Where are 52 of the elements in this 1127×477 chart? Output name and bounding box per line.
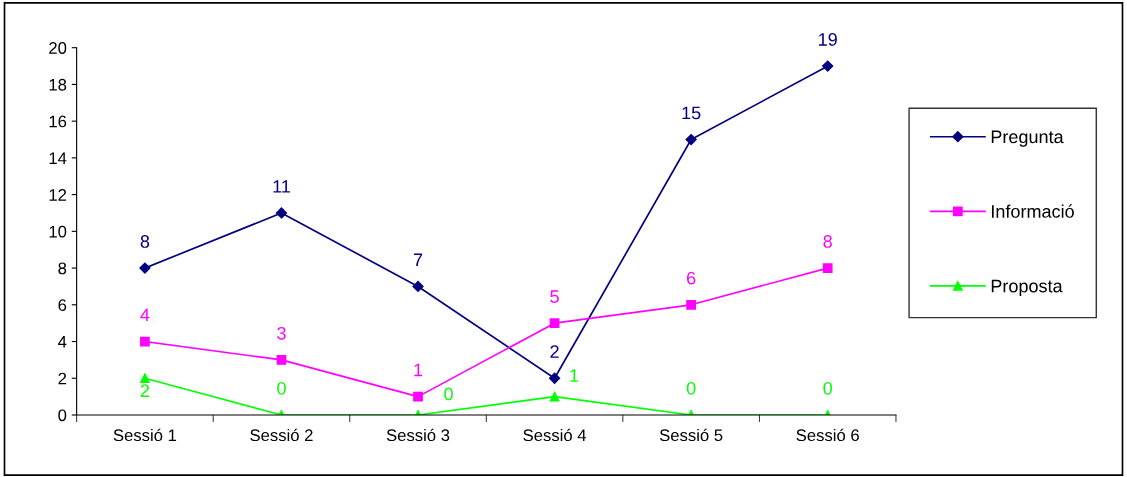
data-label: 3 xyxy=(277,326,286,340)
x-tick-label: Sessió 2 xyxy=(250,428,313,442)
point xyxy=(275,207,288,219)
data-label: 5 xyxy=(550,290,559,303)
y-tick-label: 12 xyxy=(49,189,67,201)
point xyxy=(412,280,424,293)
y-tick-label: 0 xyxy=(58,409,67,422)
data-label: 2 xyxy=(140,384,150,397)
y-tick-label: 10 xyxy=(49,225,67,238)
y-tick-label: 20 xyxy=(49,42,67,54)
point xyxy=(139,262,151,274)
data-label: 2 xyxy=(550,345,559,358)
data-label: 1 xyxy=(570,369,579,382)
legend-label: Pregunta xyxy=(991,130,1064,147)
data-label: 7 xyxy=(413,253,423,267)
data-label: 8 xyxy=(823,235,832,248)
data-label: 1 xyxy=(414,363,423,377)
x-tick-label: Sessió 3 xyxy=(386,428,450,442)
point xyxy=(822,60,834,72)
y-tick-label: 6 xyxy=(58,299,67,312)
data-label: 11 xyxy=(273,180,290,193)
data-label: 6 xyxy=(687,271,696,285)
data-label: 8 xyxy=(140,235,150,248)
y-tick-label: 8 xyxy=(58,262,67,275)
point xyxy=(140,373,150,384)
data-label: 19 xyxy=(819,33,837,46)
y-tick-label: 14 xyxy=(49,152,67,164)
point xyxy=(140,336,150,347)
data-label: 0 xyxy=(823,381,832,395)
point xyxy=(549,391,560,402)
data-label: 4 xyxy=(140,308,150,322)
data-label: 0 xyxy=(277,381,286,395)
data-label: 0 xyxy=(444,387,453,401)
point xyxy=(413,391,423,402)
legend-label: Proposta xyxy=(991,279,1063,297)
y-tick-label: 4 xyxy=(58,336,67,348)
x-tick-label: Sessió 1 xyxy=(113,428,177,442)
point xyxy=(685,133,697,146)
data-label: 15 xyxy=(682,106,701,120)
point xyxy=(549,318,560,329)
legend-label: Informació xyxy=(992,204,1074,218)
point xyxy=(548,372,561,384)
x-tick-label: Sessió 4 xyxy=(523,428,587,442)
point xyxy=(686,299,696,310)
x-tick-label: Sessió 6 xyxy=(796,428,859,442)
x-tick-label: Sessió 5 xyxy=(659,428,723,442)
y-tick-label: 18 xyxy=(49,78,67,91)
data-label: 0 xyxy=(686,381,696,395)
point xyxy=(276,355,287,365)
y-tick-label: 2 xyxy=(58,372,67,385)
y-tick-label: 16 xyxy=(49,115,67,128)
point xyxy=(822,263,833,273)
